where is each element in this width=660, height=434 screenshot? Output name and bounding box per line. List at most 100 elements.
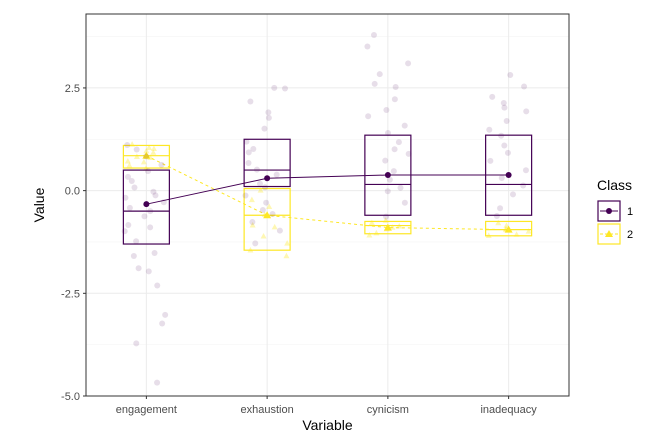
legend-key-class-2: 2 [597, 223, 633, 245]
mean-point-class-1 [264, 175, 271, 182]
jitter-point-class-1 [509, 191, 516, 198]
jitter-point-class-1 [401, 199, 408, 206]
legend-keys: 12 [597, 200, 633, 245]
mean-point-class-2 [383, 223, 392, 231]
jitter-point-class-1 [382, 157, 389, 164]
jitter-point-class-1 [126, 204, 133, 211]
jitter-point-class-1 [158, 161, 165, 168]
jitter-point-class-1 [273, 171, 280, 178]
jitter-point-class-1 [397, 184, 404, 191]
jitter-point-class-1 [386, 176, 393, 183]
jitter-point-class-1 [135, 265, 142, 272]
series-2-layer [122, 141, 533, 259]
jitter-point-class-1 [245, 149, 252, 156]
jitter-point-class-2 [503, 222, 510, 228]
jitter-point-class-2 [146, 144, 153, 150]
jitter-point-class-1 [152, 192, 159, 199]
jitter-point-class-1 [503, 117, 510, 124]
jitter-point-class-2 [284, 240, 291, 246]
jitter-point-class-1 [252, 240, 259, 247]
box-class-2 [122, 144, 170, 169]
jitter-point-class-1 [150, 188, 157, 195]
box-class-1 [122, 169, 170, 245]
mean-point-class-1 [505, 172, 512, 179]
jitter-point-class-1 [390, 168, 397, 175]
panel-border [85, 13, 570, 397]
box-class-2 [243, 187, 291, 251]
jitter-point-class-1 [371, 80, 378, 87]
jitter-point-class-2 [525, 228, 532, 234]
jitter-point-class-1 [364, 43, 371, 50]
jitter-point-class-1 [249, 218, 256, 225]
jitter-point-class-1 [489, 93, 496, 100]
jitter-point-class-1 [383, 106, 390, 113]
x-tick-label: engagement [116, 404, 177, 416]
jitter-point-class-1 [282, 85, 289, 92]
mean-point-class-2 [504, 225, 513, 233]
jitter-point-class-1 [384, 129, 391, 136]
jitter-point-class-1 [507, 71, 514, 78]
jitter-point-class-2 [257, 187, 264, 193]
jitter-point-class-2 [283, 252, 290, 259]
jitter-point-class-1 [263, 199, 270, 206]
y-tick-label: -5.0 [61, 391, 80, 403]
jitter-point-class-1 [245, 160, 252, 167]
box-class-1 [243, 138, 291, 188]
jitter-point-class-1 [145, 168, 152, 175]
jitter-point-class-1 [276, 227, 283, 234]
jitter-point-class-1 [256, 180, 263, 187]
jitter-point-class-1 [522, 167, 529, 174]
jitter-point-class-2 [368, 219, 375, 226]
jitter-point-class-1 [376, 71, 383, 78]
jitter-point-class-1 [405, 60, 412, 67]
y-axis: -5.0 -2.5 0.0 2.5 [61, 83, 86, 403]
legend-key-marker [605, 230, 613, 237]
jitter-point-class-1 [265, 114, 272, 121]
jitter-point-class-1 [497, 205, 504, 212]
jitter-point-class-1 [486, 126, 493, 133]
jitter-point-class-1 [501, 104, 508, 111]
jitter-point-class-1 [392, 83, 399, 90]
box-class-2 [364, 220, 412, 235]
jitter-point-class-1 [145, 268, 152, 275]
jitter-point-class-2 [495, 219, 502, 226]
jitter-point-class-1 [365, 113, 372, 120]
jitter-point-class-1 [271, 84, 278, 91]
y-tick-label: 2.5 [65, 83, 80, 95]
jitter-point-class-1 [121, 228, 128, 235]
jitter-point-class-1 [154, 379, 161, 386]
legend-title: Class [597, 177, 632, 193]
jitter-point-class-2 [126, 162, 133, 168]
jitter-point-class-1 [143, 153, 150, 160]
jitter-point-class-1 [128, 178, 135, 185]
jitter-point-class-1 [261, 125, 268, 132]
jitter-point-class-2 [366, 232, 373, 238]
jitter-point-class-1 [130, 253, 137, 260]
jitter-point-class-2 [249, 221, 256, 228]
mean-point-class-1 [384, 172, 391, 179]
jitter-point-class-2 [140, 158, 147, 165]
jitter-point-class-1 [243, 138, 250, 145]
jitter-point-class-1 [498, 132, 505, 139]
jitter-point-class-1 [125, 221, 132, 228]
mean-point-class-2 [263, 211, 272, 219]
x-tick-label: cynicism [367, 404, 409, 416]
x-tick-label: inadequacy [480, 404, 537, 416]
legend-key-class-1: 1 [597, 200, 633, 222]
jitter-point-class-1 [131, 184, 138, 191]
mean-point-class-1 [143, 201, 150, 208]
box-class-2 [485, 220, 533, 237]
jitter-point-class-1 [124, 142, 131, 149]
jitter-point-class-2 [150, 145, 157, 152]
legend-label-class-2: 2 [627, 229, 633, 241]
jitter-point-class-1 [521, 83, 528, 90]
jitter-point-class-1 [242, 192, 249, 199]
jitter-point-class-2 [124, 157, 131, 164]
jitter-point-class-1 [384, 188, 391, 195]
y-axis-title: Value [31, 187, 47, 222]
jitter-point-class-1 [259, 206, 266, 213]
jitter-point-class-1 [269, 211, 276, 218]
jitter-point-class-1 [401, 122, 408, 129]
jitter-point-class-1 [247, 98, 254, 105]
